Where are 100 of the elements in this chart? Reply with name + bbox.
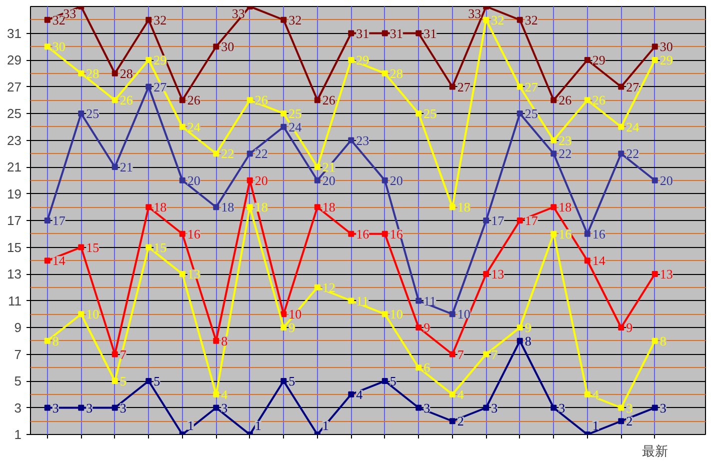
data-label: 25 (86, 106, 100, 121)
point (449, 391, 456, 398)
point (280, 110, 287, 116)
data-label: 25 (424, 106, 437, 121)
data-label: 22 (254, 146, 268, 162)
y-tick-label: 25 (7, 106, 22, 121)
point (179, 97, 186, 104)
y-tick-label: 19 (7, 186, 22, 202)
point (348, 30, 354, 36)
point (146, 378, 152, 384)
point (314, 164, 320, 170)
point (483, 271, 490, 277)
data-label: 32 (524, 12, 538, 28)
data-label: 15 (86, 240, 100, 255)
point (280, 378, 287, 384)
point (246, 97, 253, 104)
point (78, 110, 84, 116)
point (112, 351, 118, 358)
y-tick-label: 21 (7, 160, 22, 174)
point (246, 204, 253, 210)
point (213, 404, 220, 411)
data-label: 13 (187, 266, 200, 282)
data-label: 24 (626, 119, 640, 134)
data-label: 4 (592, 386, 600, 402)
data-label: 30 (221, 39, 234, 54)
data-label: 3 (558, 400, 566, 416)
point (652, 271, 658, 277)
y-tick-label: 23 (7, 132, 22, 148)
data-label: 33 (63, 6, 76, 21)
point (483, 351, 490, 358)
y-tick-label: 3 (14, 400, 22, 416)
point (44, 338, 50, 344)
point (348, 230, 354, 237)
data-label: 24 (187, 119, 201, 134)
data-label: 20 (390, 172, 403, 188)
data-label: 1 (322, 418, 329, 433)
data-label: 1 (592, 418, 599, 433)
data-label: 27 (626, 79, 640, 94)
data-label: 32 (154, 12, 167, 28)
data-label: 32 (52, 12, 66, 28)
data-label: 15 (154, 240, 167, 255)
point (44, 258, 50, 264)
point (179, 230, 186, 237)
data-label: 30 (52, 39, 66, 54)
data-label: 5 (288, 374, 296, 388)
y-tick-label: 31 (7, 26, 22, 41)
point (550, 97, 557, 104)
data-label: 26 (592, 92, 606, 108)
point (416, 404, 422, 411)
point (652, 404, 658, 411)
point (652, 338, 658, 344)
point (416, 298, 422, 304)
point (44, 44, 50, 50)
data-label: 8 (221, 333, 228, 348)
point (618, 418, 624, 424)
data-label: 6 (424, 360, 431, 376)
data-label: 23 (356, 132, 370, 148)
data-label: 20 (187, 172, 200, 188)
y-tick-label: 17 (7, 213, 22, 228)
data-label: 32 (288, 12, 302, 28)
data-label: 23 (558, 132, 572, 148)
data-label: 17 (491, 213, 505, 228)
point (382, 311, 388, 318)
data-label: 30 (660, 39, 673, 54)
point (348, 57, 354, 63)
point (516, 324, 523, 330)
point (516, 218, 523, 224)
y-tick-label: 9 (14, 320, 22, 335)
point (348, 137, 354, 144)
point (348, 391, 354, 398)
point (483, 16, 490, 23)
data-label: 26 (254, 92, 268, 108)
point (314, 177, 320, 184)
data-label: 18 (154, 200, 167, 215)
y-tick-label: 7 (14, 346, 22, 362)
point (112, 97, 118, 104)
data-label: 26 (120, 92, 134, 108)
data-label: 3 (424, 400, 430, 416)
data-label: 29 (356, 52, 370, 68)
point (584, 57, 590, 63)
point (112, 164, 118, 170)
point (652, 177, 658, 184)
data-label: 20 (322, 172, 336, 188)
data-label: 20 (254, 172, 268, 188)
y-tick-label: 13 (7, 266, 22, 282)
data-label: 2 (626, 414, 633, 429)
data-label: 31 (390, 26, 403, 41)
point (280, 324, 287, 330)
point (584, 258, 590, 264)
point (449, 351, 456, 358)
data-label: 27 (524, 79, 538, 94)
y-tick-label: 27 (7, 79, 22, 94)
point (44, 404, 50, 411)
data-label: 7 (120, 346, 127, 362)
data-label: 33 (468, 6, 482, 21)
data-label: 27 (154, 79, 168, 94)
data-label: 3 (52, 400, 59, 416)
data-label: 11 (356, 293, 369, 308)
point (112, 70, 118, 76)
y-tick-label: 11 (8, 293, 22, 308)
